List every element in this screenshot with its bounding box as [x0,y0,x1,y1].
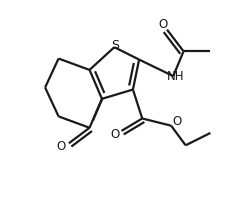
Text: O: O [111,128,120,141]
Text: S: S [111,39,119,52]
Text: O: O [158,18,168,31]
Text: NH: NH [167,70,184,83]
Text: O: O [172,115,182,129]
Text: O: O [56,140,66,154]
